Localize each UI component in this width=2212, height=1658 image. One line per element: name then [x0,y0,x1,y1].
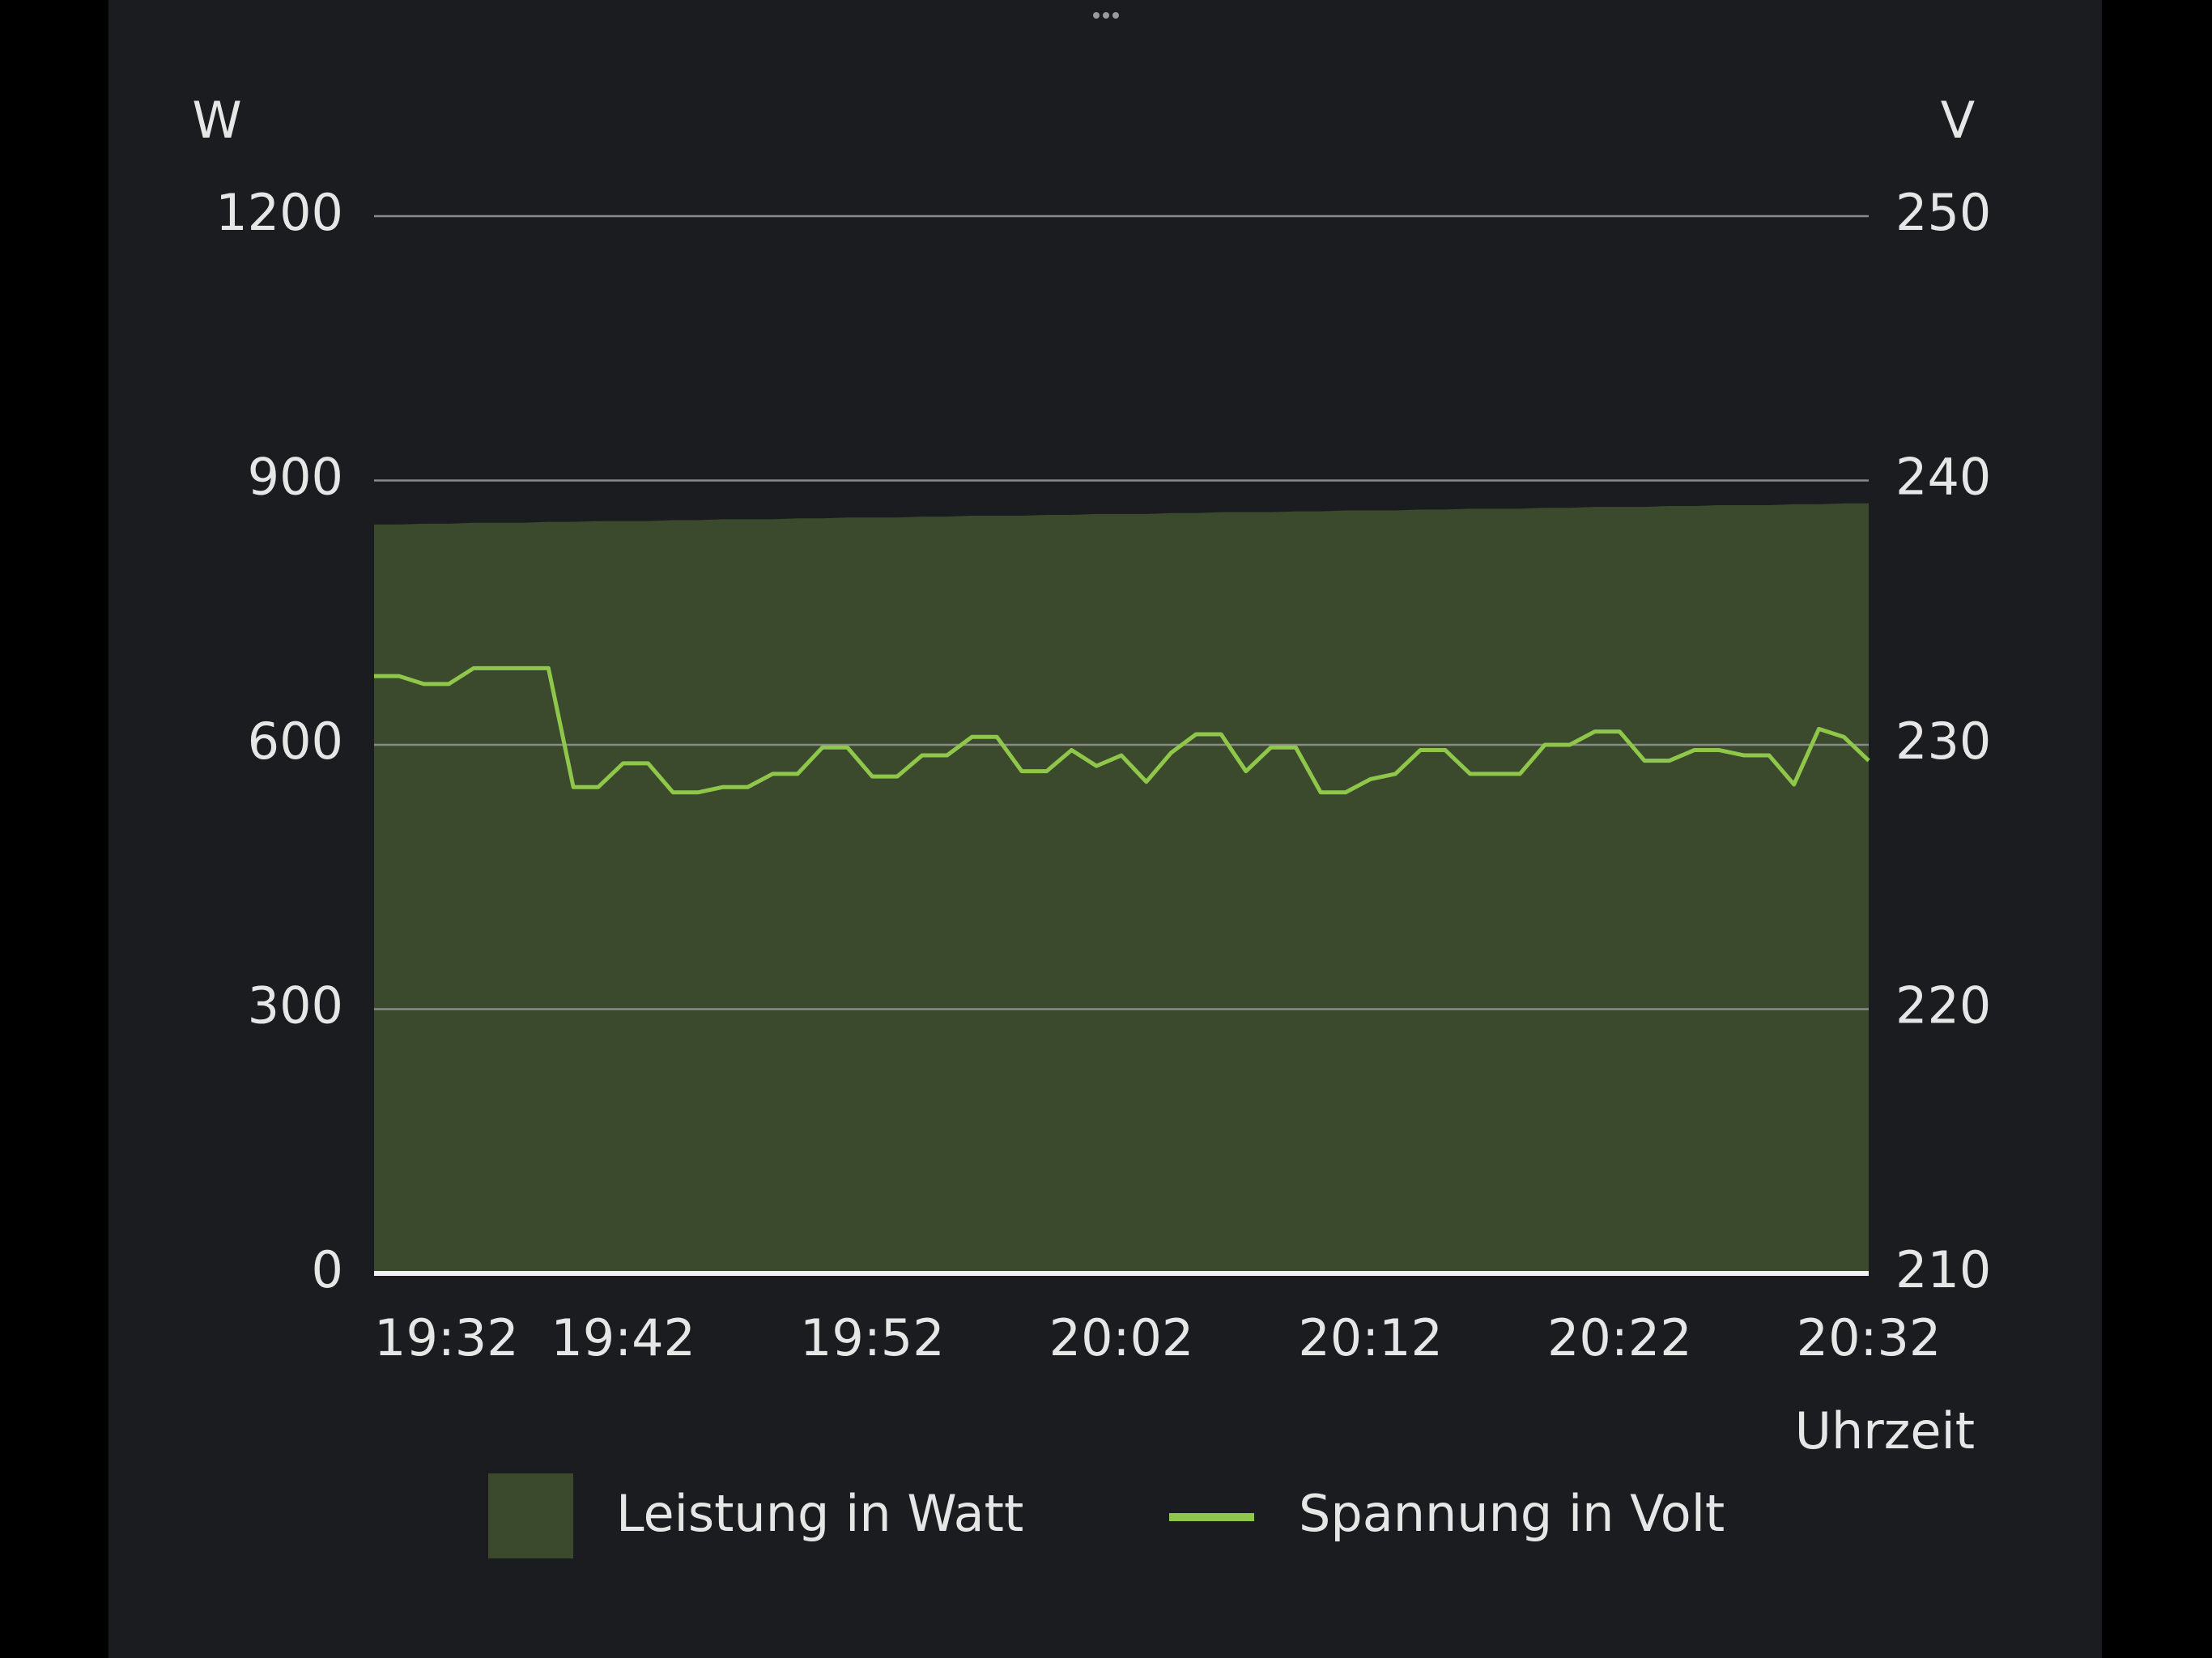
voltage-line [374,665,1870,795]
x-tick-label: 19:42 [551,1308,696,1367]
power-area [374,503,1869,1273]
y-tick-label: 900 [248,448,343,507]
y2-tick-label: 250 [1895,183,1991,242]
y2-tick-label: 220 [1895,976,1991,1035]
y-axis-unit: W [192,91,241,150]
legend-swatch [488,1473,573,1558]
x-tick-label: 20:32 [1797,1308,1942,1367]
y-tick-label: 0 [312,1240,343,1299]
y2-tick-label: 210 [1895,1240,1991,1299]
x-axis-title: Uhrzeit [1795,1401,1975,1460]
y-tick-label: 300 [248,976,343,1035]
y2-tick-label: 240 [1895,448,1991,507]
y-tick-label: 600 [248,712,343,771]
x-tick-label: 19:52 [800,1308,945,1367]
legend-label: Spannung in Volt [1299,1484,1725,1543]
legend-label: Leistung in Watt [616,1484,1023,1543]
y2-tick-label: 230 [1895,712,1991,771]
x-tick-label: 19:32 [374,1308,519,1367]
drag-handle [1093,12,1119,19]
y-tick-label: 1200 [215,183,343,242]
x-tick-label: 20:22 [1547,1308,1692,1367]
y2-axis-unit: V [1941,91,1975,150]
x-tick-label: 20:12 [1298,1308,1443,1367]
x-tick-label: 20:02 [1049,1308,1194,1367]
